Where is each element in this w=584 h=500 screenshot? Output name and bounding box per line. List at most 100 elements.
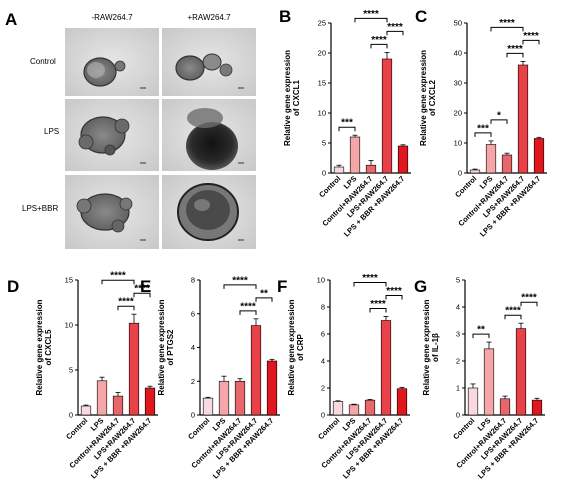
y-tick-label-g-5: 5 — [456, 276, 460, 285]
y-tick-label-e-1: 2 — [191, 377, 195, 386]
micrograph-control-plus — [162, 28, 256, 96]
chart-panel-b: B Relative gene expressionof CXCL1 0 5 10 15 2… — [279, 7, 411, 238]
y-tick-label-d-1: 5 — [69, 366, 73, 375]
significance-label-b-3: **** — [387, 22, 403, 33]
significance-bracket-e-0 — [223, 284, 257, 289]
significance-b-0: *** — [338, 118, 356, 132]
y-tick-label-c-4: 40 — [454, 49, 462, 58]
y-tick-label-f-5: 10 — [317, 276, 325, 285]
bar-c-4 — [533, 138, 545, 174]
significance-f-0: **** — [353, 273, 387, 287]
significance-bracket-f-1 — [369, 307, 387, 313]
significance-bracket-g-1 — [504, 314, 522, 320]
significance-b-3: **** — [386, 22, 404, 36]
significance-label-c-3: **** — [507, 44, 523, 55]
significance-g-1: **** — [504, 306, 522, 320]
y-tick-label-e-4: 8 — [191, 276, 195, 285]
y-tick-label-b-3: 15 — [318, 79, 326, 88]
bar-g-1 — [483, 348, 495, 416]
significance-c-0: *** — [474, 123, 492, 137]
bar-b-3 — [381, 58, 393, 174]
bar-e-3 — [250, 325, 262, 416]
significance-e-2: ** — [255, 288, 273, 302]
significance-label-g-2: **** — [521, 293, 537, 304]
significance-e-0: **** — [223, 275, 257, 289]
panel-a: A -RAW264.7 +RAW264.7 Control LPS LPS+BB… — [5, 10, 256, 249]
bar-d-4 — [144, 387, 156, 416]
y-tick-label-d-3: 15 — [65, 276, 73, 285]
significance-label-c-0: *** — [477, 123, 489, 134]
bar-f-1 — [348, 404, 360, 416]
significance-f-2: **** — [385, 286, 403, 300]
y-tick-label-e-2: 4 — [191, 343, 195, 352]
y-tick-label-b-0: 0 — [322, 169, 326, 178]
significance-bracket-f-2 — [385, 294, 403, 300]
significance-f-1: **** — [369, 299, 387, 313]
significance-bracket-f-0 — [353, 281, 387, 287]
significance-bracket-d-1 — [117, 305, 135, 311]
significance-label-g-0: ** — [477, 325, 485, 336]
bar-g-4 — [531, 399, 543, 416]
bar-b-1 — [349, 136, 361, 174]
bar-d-1 — [96, 380, 108, 416]
y-tick-label-f-0: 0 — [321, 411, 325, 420]
significance-c-1: * — [490, 110, 508, 124]
significance-bracket-b-3 — [386, 30, 404, 36]
significance-bracket-g-2 — [520, 301, 538, 307]
significance-label-e-2: ** — [260, 288, 268, 299]
significance-bracket-d-2 — [133, 292, 151, 298]
y-axis-label-d: Relative gene expressionof CXCL5 — [35, 299, 53, 395]
significance-label-f-1: **** — [370, 299, 386, 310]
col-label-plus-raw: +RAW264.7 — [187, 13, 231, 22]
y-tick-label-c-1: 10 — [454, 139, 462, 148]
y-axis-label-b: Relative gene expressionof CXCL1 — [283, 50, 301, 146]
significance-d-2: **** — [133, 284, 151, 298]
chart-panel-d: D Relative gene expressionof CXCL5 0 5 10 15 C… — [7, 271, 158, 480]
significance-bracket-g-0 — [472, 333, 490, 339]
significance-label-f-2: **** — [386, 286, 402, 297]
y-tick-label-b-5: 25 — [318, 19, 326, 28]
y-tick-label-c-3: 30 — [454, 79, 462, 88]
bar-c-3 — [517, 64, 529, 174]
chart-panel-e: E Relative gene expressionof PTGS2 0 2 4 6 8 Co… — [140, 275, 280, 480]
bar-b-2 — [365, 164, 377, 174]
significance-bracket-c-4 — [522, 39, 540, 45]
y-axis-label-g: Relative gene expressionof IL-1β — [422, 299, 440, 395]
significance-label-c-1: * — [497, 110, 501, 121]
y-axis-label-e: Relative gene expressionof PTGS2 — [157, 299, 175, 395]
significance-c-3: **** — [506, 44, 524, 58]
bar-f-4 — [396, 388, 408, 416]
y-axis-label-c: Relative gene expressionof CXCL2 — [419, 50, 437, 146]
y-tick-label-e-3: 6 — [191, 309, 195, 318]
significance-bracket-e-2 — [255, 297, 273, 302]
y-tick-label-g-0: 0 — [456, 411, 460, 420]
y-tick-label-e-0: 0 — [191, 411, 195, 420]
bar-d-0 — [80, 405, 92, 416]
row-label-lps-bbr: LPS+BBR — [22, 204, 58, 213]
significance-bracket-c-2 — [490, 26, 524, 32]
significance-b-2: **** — [370, 35, 388, 49]
significance-label-d-1: **** — [118, 297, 134, 308]
significance-label-b-2: **** — [371, 35, 387, 46]
y-tick-label-g-2: 2 — [456, 357, 460, 366]
row-label-control: Control — [30, 57, 56, 66]
y-tick-label-f-4: 8 — [321, 303, 325, 312]
row-label-lps: LPS — [44, 127, 59, 136]
significance-label-e-1: **** — [240, 301, 256, 312]
y-tick-label-b-1: 5 — [322, 139, 326, 148]
significance-d-1: **** — [117, 297, 135, 311]
significance-label-f-0: **** — [362, 273, 378, 284]
micrograph-lps-bbr-minus — [65, 175, 159, 249]
bar-e-1 — [218, 380, 230, 416]
bar-f-3 — [380, 320, 392, 416]
panel-letter-a: A — [5, 10, 17, 29]
y-tick-label-b-2: 10 — [318, 109, 326, 118]
col-label-minus-raw: -RAW264.7 — [91, 13, 133, 22]
significance-bracket-b-0 — [338, 126, 356, 132]
significance-label-c-2: **** — [499, 18, 515, 29]
y-tick-label-f-1: 2 — [321, 384, 325, 393]
y-tick-label-c-2: 20 — [454, 109, 462, 118]
bar-e-0 — [202, 397, 214, 416]
y-tick-label-g-4: 4 — [456, 303, 460, 312]
